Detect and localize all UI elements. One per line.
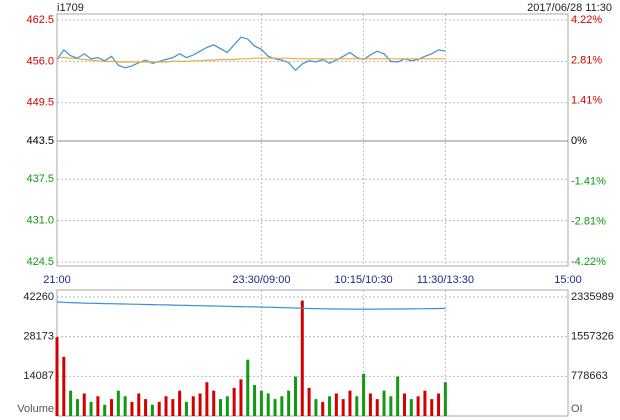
volume-bar <box>314 399 318 416</box>
y-tick-label: 462.5 <box>26 14 54 26</box>
volume-bar <box>137 393 141 416</box>
volume-bar <box>130 401 134 416</box>
volume-bar <box>280 396 284 416</box>
price-line <box>57 57 446 63</box>
volume-bar <box>437 393 441 416</box>
volume-bar <box>355 396 359 416</box>
x-tick-label: 11:30/13:30 <box>417 274 474 286</box>
volume-bar <box>219 399 223 416</box>
volume-bar <box>89 401 93 416</box>
volume-bar <box>150 404 154 416</box>
volume-bar <box>157 401 161 416</box>
y2-tick-label: 4.22% <box>571 14 602 26</box>
volume-label: Volume <box>17 403 54 415</box>
volume-bar <box>293 376 297 416</box>
datetime: 2017/06/28 11:30 <box>527 2 612 14</box>
volume-bar <box>178 390 182 416</box>
y2-tick-label: -4.22% <box>571 256 606 268</box>
y-tick-label: 437.5 <box>26 173 54 185</box>
price-line <box>56 36 446 72</box>
y-tick-label: 14087 <box>23 370 54 382</box>
volume-bar <box>287 390 291 416</box>
price-frame <box>56 13 569 267</box>
volume-bar <box>362 373 366 416</box>
volume-bar <box>253 385 257 416</box>
volume-bar <box>396 376 400 416</box>
volume-bar <box>103 404 107 416</box>
volume-bar <box>402 393 406 416</box>
volume-bar <box>82 393 86 416</box>
y2-tick-label: 778663 <box>571 370 608 382</box>
y-tick-label: 28173 <box>23 331 54 343</box>
volume-bar <box>423 390 427 416</box>
y-tick-label: 443.5 <box>26 135 54 147</box>
volume-bar <box>191 396 195 416</box>
y-tick-label: 424.5 <box>26 256 54 268</box>
volume-bar <box>198 393 202 416</box>
volume-bar <box>75 399 79 416</box>
volume-bar <box>273 399 277 416</box>
volume-bar <box>266 393 270 416</box>
y2-tick-label: 1.41% <box>571 94 602 106</box>
x-tick-label: 15:00 <box>554 274 582 286</box>
volume-bar <box>164 396 168 416</box>
volume-bar <box>96 396 100 416</box>
volume-bar <box>321 401 325 416</box>
symbol: i1709 <box>57 2 84 14</box>
y2-tick-label: 0% <box>571 135 587 147</box>
volume-bar <box>212 390 216 416</box>
oi-line <box>56 301 446 310</box>
y2-tick-label: 2335989 <box>571 291 614 303</box>
volume-bar <box>55 337 59 416</box>
volume-bar <box>348 390 352 416</box>
x-tick-label: 10:15/10:30 <box>335 274 393 286</box>
volume-bar <box>409 399 413 416</box>
volume-bar <box>205 382 209 416</box>
volume-bar <box>184 401 188 416</box>
volume-bar <box>259 390 263 416</box>
y2-tick-label: 1557326 <box>571 331 614 343</box>
volume-bar <box>69 390 73 416</box>
volume-bar <box>416 396 420 416</box>
x-tick-label: 23:30/09:00 <box>232 274 290 286</box>
volume-bar <box>110 399 114 416</box>
volume-bar <box>389 396 393 416</box>
y2-tick-label: 2.81% <box>571 54 602 66</box>
volume-bar <box>171 399 175 416</box>
volume-bar <box>375 399 379 416</box>
volume-bar <box>225 396 229 416</box>
y2-tick-label: -2.81% <box>571 215 606 227</box>
volume-bar <box>382 390 386 416</box>
volume-bar <box>144 399 148 416</box>
volume-bar <box>62 356 66 416</box>
volume-bar <box>300 300 304 416</box>
volume-bar <box>232 387 236 416</box>
x-tick-label: 21:00 <box>43 274 71 286</box>
y-tick-label: 431.0 <box>26 215 54 227</box>
volume-bar <box>246 359 250 416</box>
volume-bar <box>307 387 311 416</box>
volume-bar <box>334 393 338 416</box>
oi-label: OI <box>571 403 583 415</box>
y-tick-label: 456.0 <box>26 55 54 67</box>
y-tick-label: 42260 <box>23 291 54 303</box>
volume-bar <box>430 399 434 416</box>
volume-bar <box>116 390 120 416</box>
volume-bar <box>443 382 447 416</box>
volume-bar <box>341 399 345 416</box>
volume-bar <box>239 379 243 416</box>
y2-tick-label: -1.41% <box>571 175 606 187</box>
volume-bar <box>328 396 332 416</box>
volume-bar <box>368 393 372 416</box>
volume-bar <box>123 396 127 416</box>
y-tick-label: 449.5 <box>26 97 54 109</box>
